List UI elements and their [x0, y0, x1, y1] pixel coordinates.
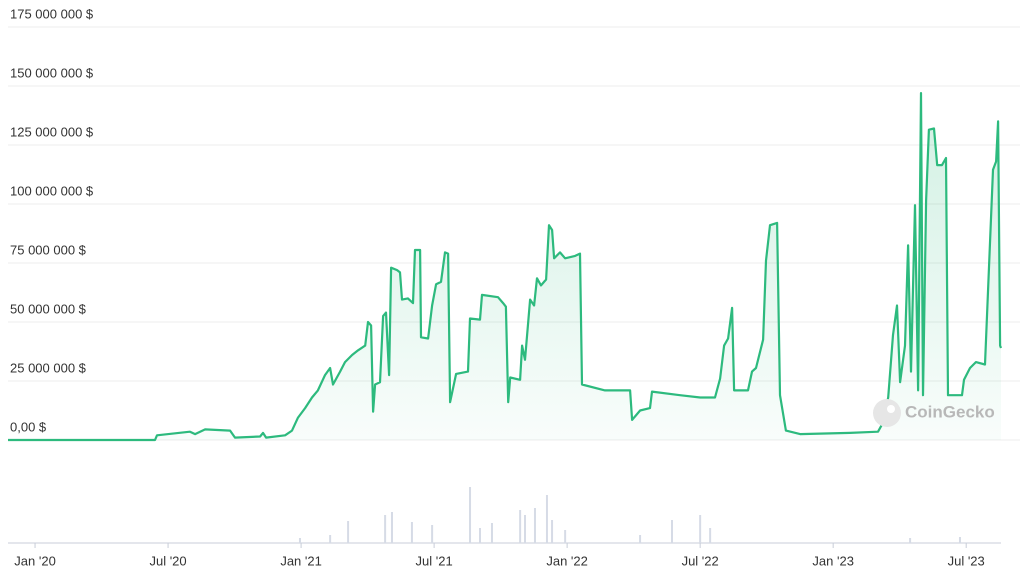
watermark-text: CoinGecko — [905, 402, 995, 421]
volume-bar — [533, 508, 536, 543]
x-tick-label: Jul '22 — [682, 553, 719, 568]
volume-bar — [670, 520, 673, 543]
volume-bar — [410, 522, 413, 543]
x-tick-label: Jul '23 — [948, 553, 985, 568]
volume-bar — [469, 487, 472, 543]
volume-bar — [390, 512, 393, 543]
volume-bar — [545, 495, 548, 543]
price-line — [8, 92, 1003, 442]
volume-bar — [909, 538, 912, 543]
y-tick-label: 50 000 000 $ — [10, 301, 87, 316]
x-tick-label: Jan '21 — [280, 553, 322, 568]
y-tick-label: 100 000 000 $ — [10, 183, 94, 198]
volume-bar — [564, 530, 567, 543]
volume-bar — [709, 528, 712, 543]
y-tick-label: 75 000 000 $ — [10, 242, 87, 257]
watermark-logo — [873, 399, 901, 427]
volume-bar — [298, 538, 301, 543]
volume-bar — [479, 528, 482, 543]
watermark-logo-eye — [887, 405, 895, 413]
x-tick-label: Jul '20 — [149, 553, 186, 568]
volume-bar — [347, 521, 350, 543]
x-tick-label: Jan '23 — [812, 553, 854, 568]
volume-bar — [329, 535, 332, 543]
volume-bar — [519, 510, 522, 543]
x-tick-label: Jan '22 — [546, 553, 588, 568]
volume-bar — [524, 515, 527, 543]
x-tick-label: Jan '20 — [14, 553, 56, 568]
y-tick-label: 125 000 000 $ — [10, 124, 94, 139]
volume-bar — [639, 535, 642, 543]
watermark: CoinGecko — [873, 399, 995, 427]
y-tick-label: 175 000 000 $ — [10, 6, 94, 21]
y-tick-label: 150 000 000 $ — [10, 65, 94, 80]
volume-bar — [551, 520, 554, 543]
volume-bar — [431, 525, 434, 543]
y-tick-label: 25 000 000 $ — [10, 360, 87, 375]
area-fill — [8, 93, 1001, 440]
volume-bar — [958, 537, 961, 543]
volume-bar — [699, 515, 702, 543]
y-tick-label: 0,00 $ — [10, 419, 47, 434]
x-tick-label: Jul '21 — [416, 553, 453, 568]
volume-bar — [384, 515, 387, 543]
volume-bar — [490, 523, 493, 543]
